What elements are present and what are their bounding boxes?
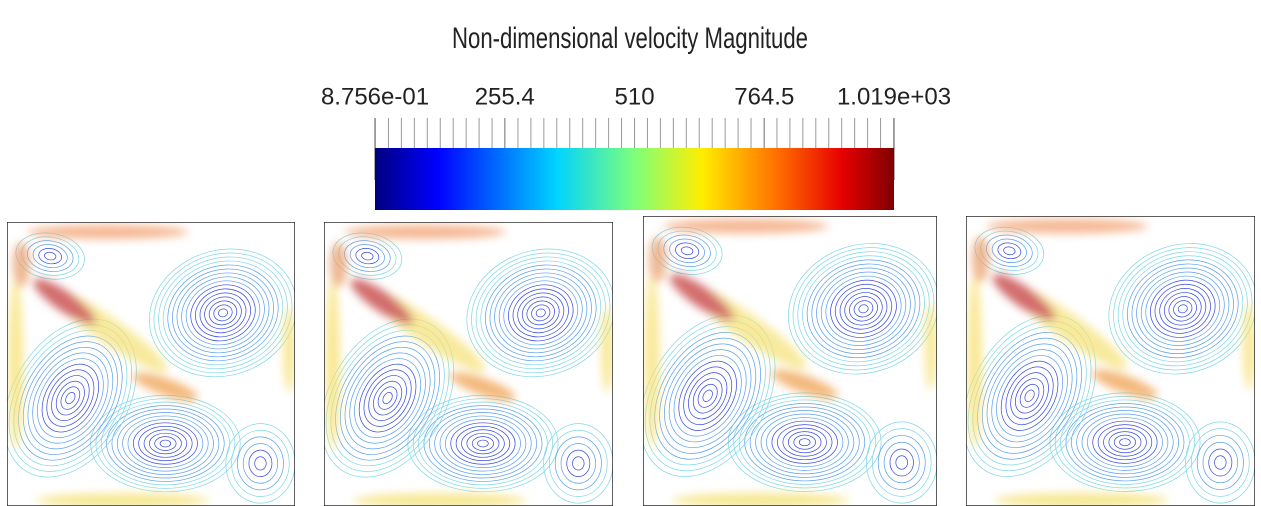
tick-label: 8.756e-01 <box>321 83 429 110</box>
minor-ticks <box>375 118 894 148</box>
contour-panel <box>294 222 633 506</box>
tick-label: 764.5 <box>734 83 794 110</box>
colorbar <box>375 148 894 210</box>
contour-panel <box>936 216 1261 506</box>
tick-label: 255.4 <box>475 83 535 110</box>
tick-label: 510 <box>615 83 655 110</box>
contour-panel <box>0 222 315 506</box>
colorbar-title: Non-dimensional velocity Magnitude <box>452 22 808 55</box>
contour-panel <box>613 216 958 506</box>
colorbar-ticks: 8.756e-01 255.4 510 764.5 1.019e+03 <box>321 83 951 180</box>
tick-label: 1.019e+03 <box>837 83 951 110</box>
